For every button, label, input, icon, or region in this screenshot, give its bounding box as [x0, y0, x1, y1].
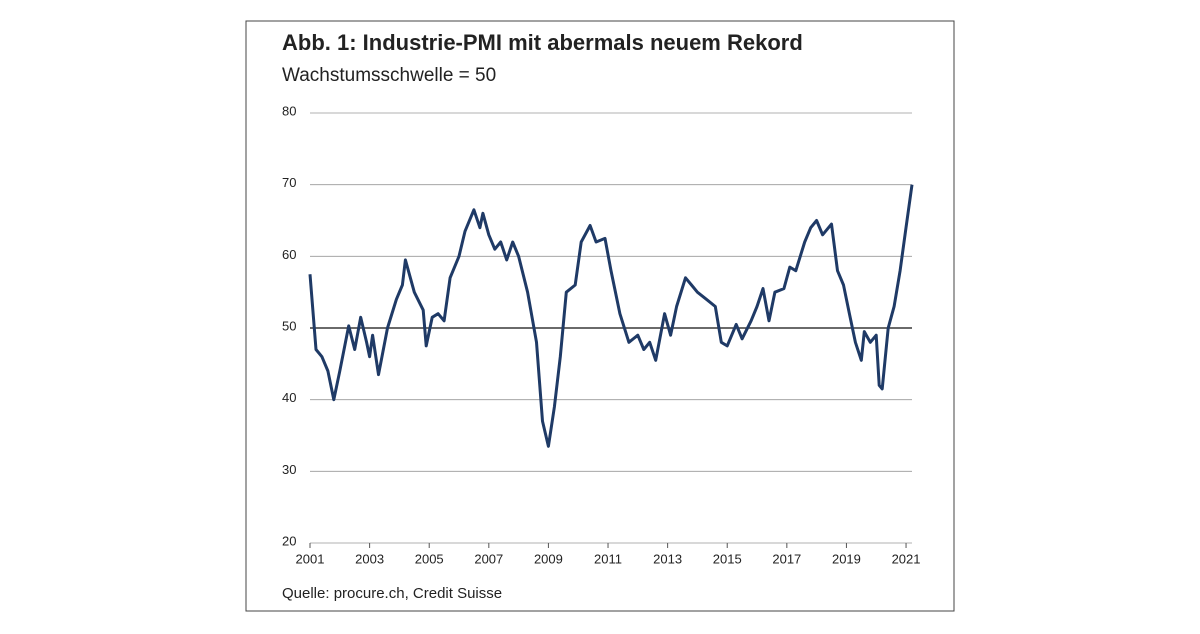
y-tick-label: 30 [282, 462, 296, 477]
frame [245, 20, 955, 612]
y-tick-label: 60 [282, 247, 296, 262]
chart-title: Abb. 1: Industrie-PMI mit abermals neuem… [282, 30, 803, 55]
data-line [308, 184, 914, 448]
y-tick-label: 50 [282, 318, 296, 333]
x-tick-label: 2005 [415, 551, 444, 566]
x-tick-label: 2003 [355, 551, 384, 566]
y-tick-label: 70 [282, 175, 296, 190]
y-tick-label: 80 [282, 103, 296, 118]
x-tick-label: 2021 [892, 551, 921, 566]
x-tick-label: 2019 [832, 551, 861, 566]
source: Quelle: procure.ch, Credit Suisse [282, 585, 502, 602]
x-tick-label: 2015 [713, 551, 742, 566]
x-tick-label: 2001 [296, 551, 325, 566]
y-tick-label: 20 [282, 533, 296, 548]
x-tick-label: 2013 [653, 551, 682, 566]
plot-area: 20 30 40 50 60 70 80 2001 2003 2005 2007 2009 2011 20… [282, 103, 921, 566]
x-tick-label: 2007 [474, 551, 503, 566]
y-tick-label: 40 [282, 390, 296, 405]
x-tick-label: 2009 [534, 551, 563, 566]
x-tick-label: 2011 [594, 551, 622, 566]
chart-subtitle: Wachstumsschwelle = 50 [282, 65, 496, 86]
x-tick-label: 2017 [772, 551, 801, 566]
